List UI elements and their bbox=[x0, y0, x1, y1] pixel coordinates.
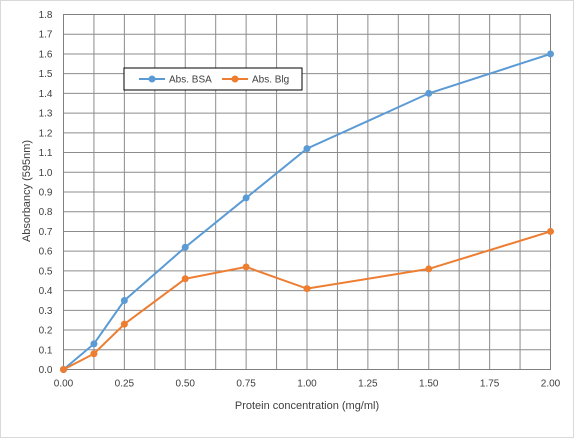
data-point-1 bbox=[425, 265, 433, 273]
y-tick-label: 0.8 bbox=[39, 207, 53, 218]
legend-label-bsa: Abs. BSA bbox=[169, 75, 212, 86]
x-tick-label: 0.75 bbox=[236, 379, 256, 390]
y-tick-label: 1.7 bbox=[39, 30, 53, 41]
y-tick-label: 0.4 bbox=[39, 286, 53, 297]
data-point-1 bbox=[60, 366, 67, 373]
data-point-0 bbox=[303, 145, 311, 153]
data-point-0 bbox=[181, 243, 189, 251]
data-point-0 bbox=[547, 50, 554, 58]
legend-label-blg: Abs. Blg bbox=[252, 75, 289, 86]
y-tick-label: 1.0 bbox=[39, 168, 53, 179]
legend-box bbox=[123, 67, 303, 91]
legend-marker-blg bbox=[231, 75, 239, 83]
y-tick-label: 0.9 bbox=[39, 188, 53, 199]
data-point-0 bbox=[120, 296, 128, 304]
series-group bbox=[60, 50, 554, 373]
data-point-0 bbox=[425, 89, 433, 97]
y-tick-label: 0.0 bbox=[39, 365, 53, 376]
y-tick-label: 0.6 bbox=[39, 247, 53, 258]
data-point-0 bbox=[242, 194, 250, 202]
x-tick-label: 0.25 bbox=[115, 379, 135, 390]
plot-border bbox=[63, 14, 551, 370]
data-point-1 bbox=[181, 275, 189, 283]
y-tick-label: 0.7 bbox=[39, 227, 53, 238]
x-tick-label: 1.75 bbox=[480, 379, 500, 390]
y-tick-label: 0.5 bbox=[39, 266, 53, 277]
y-tick-label: 1.3 bbox=[39, 109, 53, 120]
y-tick-label: 0.2 bbox=[39, 326, 53, 337]
data-point-1 bbox=[303, 285, 311, 293]
data-point-1 bbox=[547, 227, 554, 235]
x-axis-title: Protein concentration (mg/ml) bbox=[235, 400, 379, 412]
y-axis-title: Absorbancy (595nm) bbox=[21, 140, 33, 242]
data-point-1 bbox=[242, 263, 250, 271]
y-tick-label: 1.5 bbox=[39, 69, 53, 80]
y-tick-label: 1.1 bbox=[39, 148, 53, 159]
x-tick-label: 2.00 bbox=[541, 379, 561, 390]
x-tick-label: 0.50 bbox=[176, 379, 196, 390]
data-point-1 bbox=[120, 320, 128, 328]
data-point-1 bbox=[90, 350, 98, 358]
x-tick-label: 1.50 bbox=[419, 379, 439, 390]
x-tick-label: 1.00 bbox=[297, 379, 317, 390]
series-line-1 bbox=[63, 230, 551, 371]
y-tick-label: 1.6 bbox=[39, 49, 53, 60]
x-axis-ticks: 0.00 0.25 0.50 0.75 1.00 1.25 1.50 1.75 2.00 bbox=[54, 379, 561, 390]
x-tick-label: 0.00 bbox=[54, 379, 74, 390]
y-tick-label: 1.4 bbox=[39, 89, 53, 100]
legend: Abs. BSA Abs. Blg bbox=[123, 67, 303, 91]
y-tick-label: 1.8 bbox=[39, 10, 53, 21]
y-tick-label: 0.3 bbox=[39, 306, 53, 317]
y-tick-label: 0.1 bbox=[39, 345, 53, 356]
series-line-0 bbox=[62, 52, 551, 371]
legend-marker-bsa bbox=[148, 75, 156, 83]
x-tick-label: 1.25 bbox=[358, 379, 378, 390]
data-point-0 bbox=[90, 340, 98, 348]
y-axis-ticks: 0.0 0.1 0.2 0.3 0.4 0.5 0.6 0.7 0.8 0.9 1.0 1.1 1.2 1… bbox=[39, 10, 53, 376]
y-tick-label: 1.2 bbox=[39, 128, 53, 139]
